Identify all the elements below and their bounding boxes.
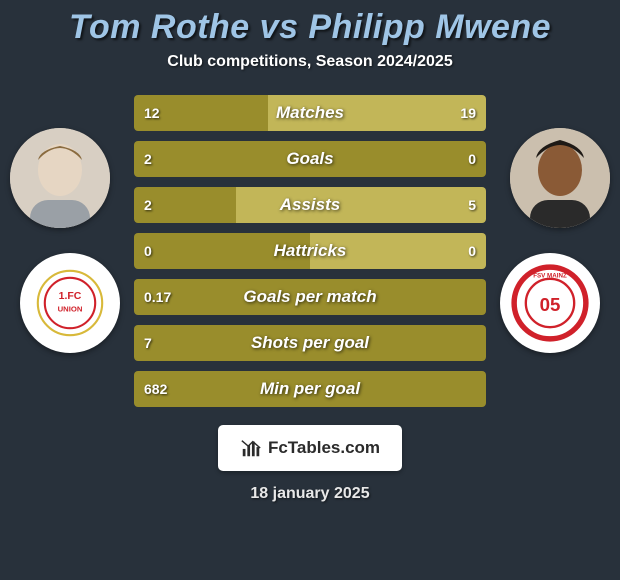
bar-segment-right (236, 187, 486, 223)
bar-value-left: 682 (134, 371, 177, 407)
bar-segment-left (134, 279, 486, 315)
player-right-avatar (510, 128, 610, 228)
stat-row: 682Min per goal (134, 371, 486, 407)
page-subtitle: Club competitions, Season 2024/2025 (167, 53, 452, 71)
player-left-avatar (10, 128, 110, 228)
bar-value-right (466, 371, 486, 407)
stat-row: 25Assists (134, 187, 486, 223)
bar-value-left: 2 (134, 187, 162, 223)
stat-row: 1219Matches (134, 95, 486, 131)
bar-value-right (466, 279, 486, 315)
date-label: 18 january 2025 (250, 485, 369, 503)
chart-icon (240, 437, 262, 459)
bar-segment-left (134, 325, 486, 361)
stat-row: 7Shots per goal (134, 325, 486, 361)
stat-row: 00Hattricks (134, 233, 486, 269)
bar-value-left: 0.17 (134, 279, 181, 315)
brand-badge: FcTables.com (218, 425, 402, 471)
bar-value-left: 7 (134, 325, 162, 361)
svg-text:FSV MAINZ: FSV MAINZ (533, 272, 567, 279)
brand-text: FcTables.com (268, 438, 380, 458)
club-left-logo: 1.FC UNION (20, 253, 120, 353)
club-right-logo: 05 FSV MAINZ (500, 253, 600, 353)
bar-value-left: 0 (134, 233, 162, 269)
svg-text:1.FC: 1.FC (59, 290, 82, 302)
bar-value-right: 19 (450, 95, 486, 131)
svg-text:UNION: UNION (58, 304, 83, 313)
bar-segment-left (134, 371, 486, 407)
bar-segment-left (134, 141, 486, 177)
bar-value-right: 5 (458, 187, 486, 223)
stat-row: 0.17Goals per match (134, 279, 486, 315)
stat-bars: 1219Matches20Goals25Assists00Hattricks0.… (134, 95, 486, 407)
bar-value-right: 0 (458, 233, 486, 269)
stat-row: 20Goals (134, 141, 486, 177)
bar-value-left: 12 (134, 95, 170, 131)
bar-value-right (466, 325, 486, 361)
page-title: Tom Rothe vs Philipp Mwene (69, 8, 551, 47)
bar-value-left: 2 (134, 141, 162, 177)
svg-text:05: 05 (540, 294, 561, 315)
bar-value-right: 0 (458, 141, 486, 177)
